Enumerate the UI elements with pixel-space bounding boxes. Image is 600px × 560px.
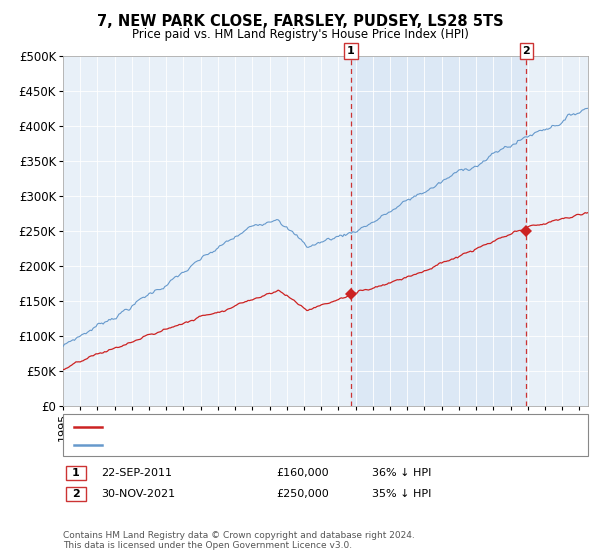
Text: 1: 1	[72, 468, 80, 478]
Text: 36% ↓ HPI: 36% ↓ HPI	[372, 468, 431, 478]
Bar	[351, 56, 526, 406]
Text: Price paid vs. HM Land Registry's House Price Index (HPI): Price paid vs. HM Land Registry's House …	[131, 28, 469, 41]
Text: £250,000: £250,000	[276, 489, 329, 499]
Text: 7, NEW PARK CLOSE, FARSLEY, PUDSEY, LS28 5TS: 7, NEW PARK CLOSE, FARSLEY, PUDSEY, LS28…	[97, 14, 503, 29]
Text: HPI: Average price, detached house, Leeds: HPI: Average price, detached house, Leed…	[107, 440, 341, 450]
Text: £160,000: £160,000	[276, 468, 329, 478]
Text: 2: 2	[523, 46, 530, 56]
Text: 35% ↓ HPI: 35% ↓ HPI	[372, 489, 431, 499]
Text: 2: 2	[72, 489, 80, 499]
Text: 22-SEP-2011: 22-SEP-2011	[101, 468, 172, 478]
Text: Contains HM Land Registry data © Crown copyright and database right 2024.
This d: Contains HM Land Registry data © Crown c…	[63, 530, 415, 550]
Text: 1: 1	[347, 46, 355, 56]
Text: 30-NOV-2021: 30-NOV-2021	[101, 489, 175, 499]
Text: 7, NEW PARK CLOSE, FARSLEY, PUDSEY, LS28 5TS (detached house): 7, NEW PARK CLOSE, FARSLEY, PUDSEY, LS28…	[107, 422, 479, 432]
